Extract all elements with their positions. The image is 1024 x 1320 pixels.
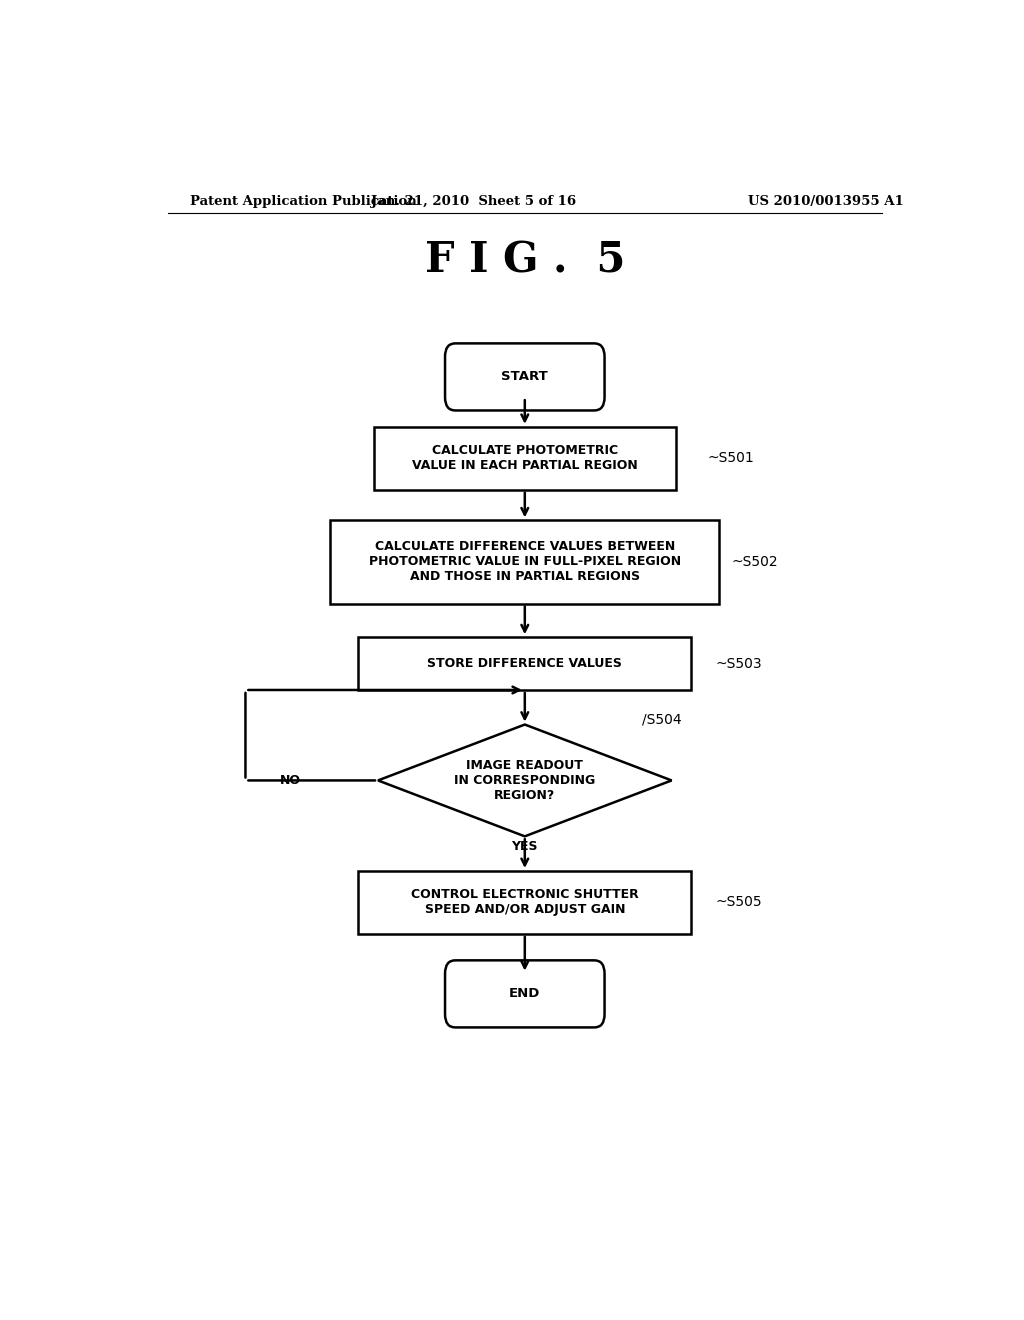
Bar <box>358 871 691 935</box>
Text: NO: NO <box>281 774 301 787</box>
Text: US 2010/0013955 A1: US 2010/0013955 A1 <box>749 194 904 207</box>
Bar <box>331 520 719 603</box>
Text: Patent Application Publication: Patent Application Publication <box>189 194 417 207</box>
Text: F I G .  5: F I G . 5 <box>425 239 625 281</box>
Bar <box>374 426 676 490</box>
Text: START: START <box>502 371 548 383</box>
Text: Jan. 21, 2010  Sheet 5 of 16: Jan. 21, 2010 Sheet 5 of 16 <box>371 194 575 207</box>
Text: ~S503: ~S503 <box>715 656 762 671</box>
Text: ~S501: ~S501 <box>708 451 754 465</box>
Polygon shape <box>378 725 672 837</box>
Text: CALCULATE DIFFERENCE VALUES BETWEEN
PHOTOMETRIC VALUE IN FULL-PIXEL REGION
AND T: CALCULATE DIFFERENCE VALUES BETWEEN PHOT… <box>369 540 681 583</box>
Bar <box>358 638 691 690</box>
Text: IMAGE READOUT
IN CORRESPONDING
REGION?: IMAGE READOUT IN CORRESPONDING REGION? <box>455 759 595 803</box>
Text: ~S502: ~S502 <box>731 554 778 569</box>
Text: STORE DIFFERENCE VALUES: STORE DIFFERENCE VALUES <box>427 657 623 671</box>
FancyBboxPatch shape <box>445 343 604 411</box>
FancyBboxPatch shape <box>445 961 604 1027</box>
Text: CALCULATE PHOTOMETRIC
VALUE IN EACH PARTIAL REGION: CALCULATE PHOTOMETRIC VALUE IN EACH PART… <box>412 445 638 473</box>
Text: END: END <box>509 987 541 1001</box>
Text: CONTROL ELECTRONIC SHUTTER
SPEED AND/OR ADJUST GAIN: CONTROL ELECTRONIC SHUTTER SPEED AND/OR … <box>411 888 639 916</box>
Text: YES: YES <box>512 840 538 853</box>
Text: /S504: /S504 <box>642 713 682 726</box>
Text: ~S505: ~S505 <box>715 895 762 909</box>
